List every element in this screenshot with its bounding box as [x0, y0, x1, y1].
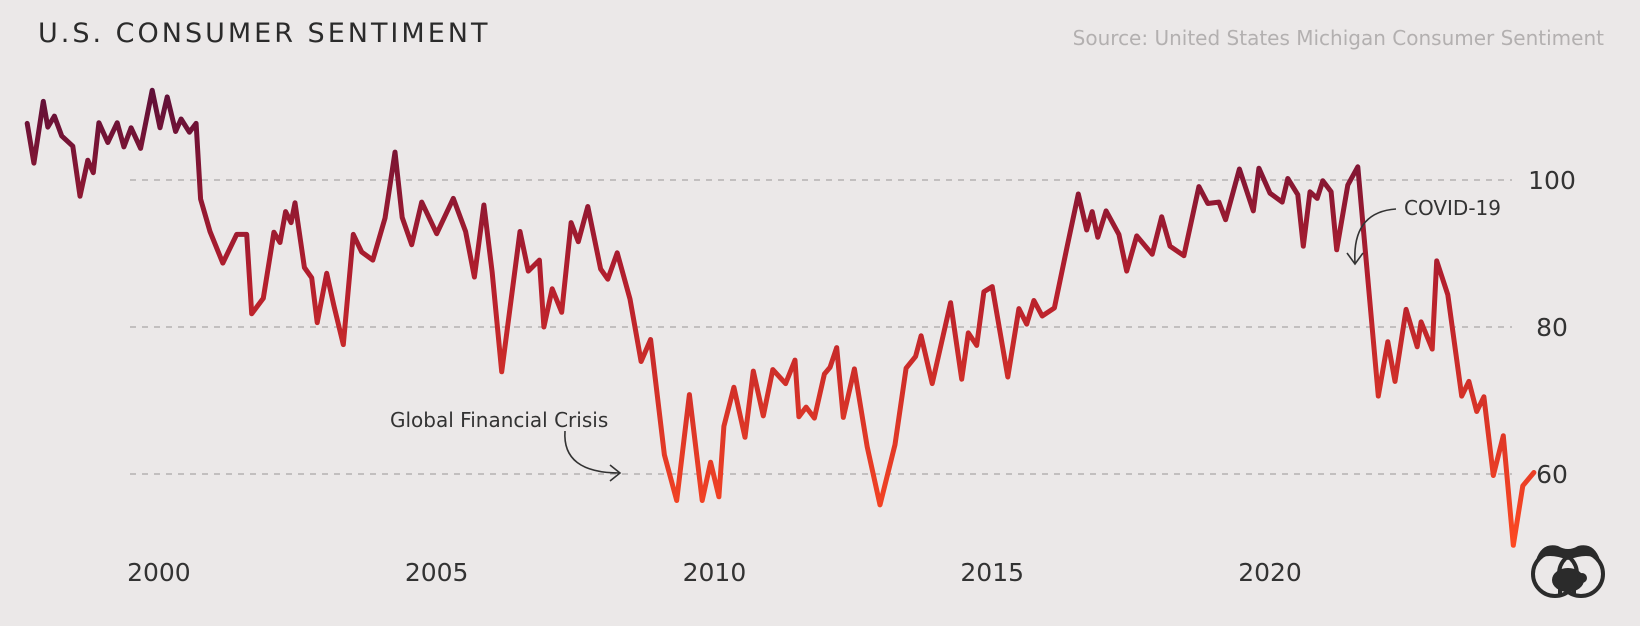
y-tick-label: 80	[1536, 313, 1568, 342]
series-line-0	[24, 87, 1537, 548]
x-tick-label: 2000	[127, 558, 191, 587]
y-tick-label: 60	[1536, 460, 1568, 489]
x-tick-label: 2020	[1238, 558, 1302, 587]
annotation-gfc-arrow	[564, 430, 621, 474]
x-tick-label: 2005	[405, 558, 469, 587]
grid-lines	[130, 179, 1512, 475]
y-axis: 60 80 100	[1528, 166, 1576, 489]
chart-title: U.S. CONSUMER SENTIMENT	[38, 18, 491, 49]
annotation-covid-label: COVID-19	[1404, 196, 1501, 220]
y-tick-label: 100	[1528, 166, 1576, 195]
annotation-covid-arrow	[1354, 208, 1397, 264]
annotation-gfc: Global Financial Crisis	[390, 408, 622, 482]
x-axis: 2000 2005 2010 2015 2020	[127, 558, 1302, 587]
source-note: Source: United States Michigan Consumer …	[1072, 26, 1604, 50]
x-tick-label: 2015	[960, 558, 1024, 587]
x-tick-label: 2010	[683, 558, 747, 587]
annotation-gfc-label: Global Financial Crisis	[390, 408, 608, 432]
series-layer	[24, 87, 1537, 548]
annotation-gfc-arrowhead	[609, 464, 622, 482]
annotation-covid: COVID-19	[1346, 196, 1501, 266]
annotation-covid-arrowhead	[1346, 252, 1364, 266]
brand-logo-icon	[1531, 545, 1605, 598]
